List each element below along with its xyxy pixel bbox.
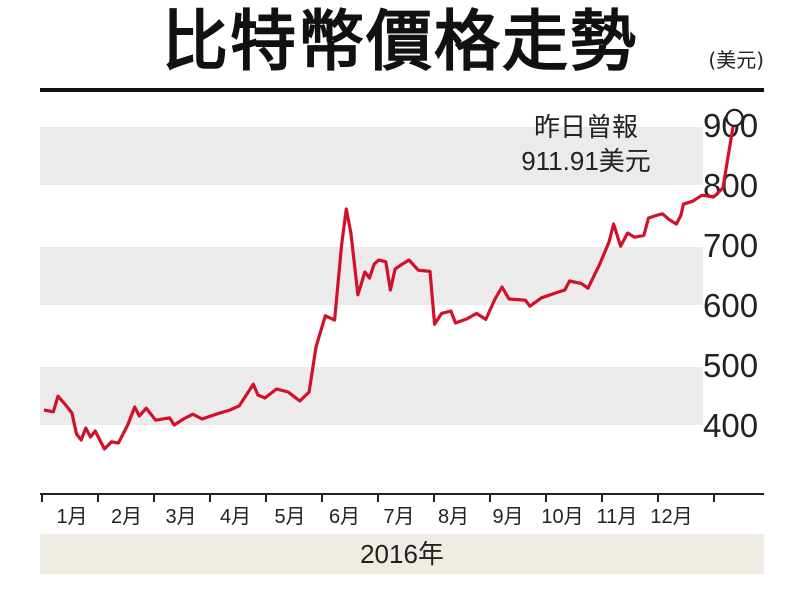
y-tick-800: 800: [703, 167, 758, 204]
x-axis: 1月 2月 3月 4月 5月 6月 7月 8月 9月 10月 11月 12月: [40, 493, 764, 528]
year-band: 2016年: [40, 534, 764, 574]
month-label: 6月: [329, 506, 360, 528]
y-tick-700: 700: [703, 227, 758, 264]
month-label: 3月: [165, 506, 196, 528]
grid-band-0: [40, 127, 703, 185]
y-tick-600: 600: [703, 287, 758, 324]
month-label: 12月: [650, 506, 692, 528]
y-tick-500: 500: [703, 347, 758, 384]
month-label: 11月: [597, 506, 638, 528]
month-label: 1月: [56, 506, 87, 528]
unit-label: (美元): [708, 48, 764, 72]
y-axis-labels: 400500600700800900: [703, 107, 758, 444]
month-label: 2月: [111, 506, 142, 528]
month-label: 10月: [541, 506, 583, 528]
price-annotation: 昨日曾報 911.91美元: [521, 112, 651, 176]
month-label: 5月: [274, 506, 305, 528]
y-tick-400: 400: [703, 407, 758, 444]
chart-title: 比特幣價格走勢: [162, 2, 638, 80]
month-label: 7月: [383, 506, 414, 528]
title-rule: [40, 88, 764, 92]
annotation-line2: 911.91美元: [521, 146, 651, 176]
annotation-line1: 昨日曾報: [534, 112, 638, 142]
price-line: [43, 108, 744, 451]
price-series-line: [43, 117, 737, 451]
latest-price-marker: [725, 108, 744, 127]
month-label: 8月: [438, 506, 469, 528]
month-label: 4月: [220, 506, 251, 528]
month-label: 9月: [492, 506, 523, 528]
